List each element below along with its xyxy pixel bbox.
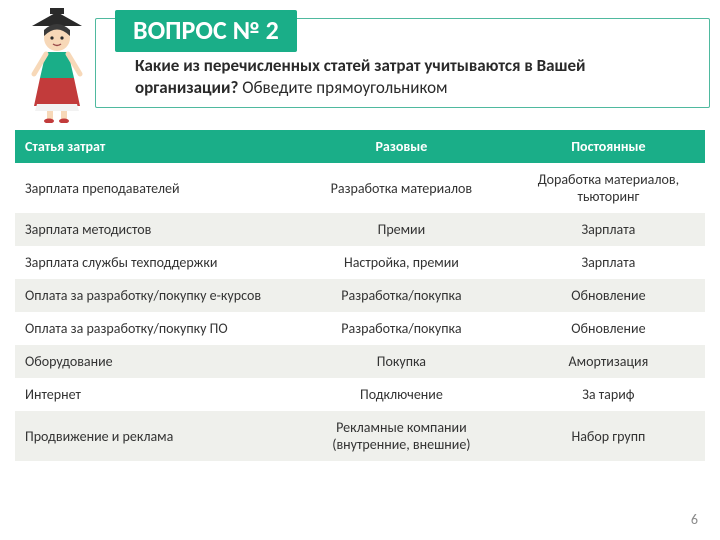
table-cell: Зарплата преподавателей — [15, 163, 291, 213]
table-cell: Подключение — [291, 378, 512, 411]
table-cell: За тариф — [512, 378, 705, 411]
table-row: Оплата за разработку/покупку ПОРазработк… — [15, 312, 705, 345]
table-cell: Зарплата методистов — [15, 213, 291, 246]
table-cell: Доработка материалов, тьюторинг — [512, 163, 705, 213]
col-header-onetime: Разовые — [291, 130, 512, 163]
table-cell: Зарплата службы техподдержки — [15, 246, 291, 279]
table-row: Зарплата методистовПремииЗарплата — [15, 213, 705, 246]
table-header-row: Статья затрат Разовые Постоянные — [15, 130, 705, 163]
table-cell: Разработка материалов — [291, 163, 512, 213]
page-number: 6 — [691, 511, 698, 528]
table-cell: Продвижение и реклама — [15, 411, 291, 461]
col-header-item: Статья затрат — [15, 130, 291, 163]
table-cell: Амортизация — [512, 345, 705, 378]
table-cell: Зарплата — [512, 213, 705, 246]
col-header-recurring: Постоянные — [512, 130, 705, 163]
table-cell: Настройка, премии — [291, 246, 512, 279]
table-row: Зарплата службы техподдержкиНастройка, п… — [15, 246, 705, 279]
subtitle-plain: Обведите прямоугольником — [238, 77, 447, 98]
table-cell: Разработка/покупка — [291, 312, 512, 345]
table-row: ОборудованиеПокупкаАмортизация — [15, 345, 705, 378]
table-cell: Набор групп — [512, 411, 705, 461]
table-cell: Оплата за разработку/покупку ПО — [15, 312, 291, 345]
table-cell: Разработка/покупка — [291, 279, 512, 312]
table-cell: Оплата за разработку/покупку е-курсов — [15, 279, 291, 312]
table-cell: Покупка — [291, 345, 512, 378]
question-subtitle: Какие из перечисленных статей затрат учи… — [135, 55, 690, 99]
table-cell: Премии — [291, 213, 512, 246]
table-cell: Обновление — [512, 279, 705, 312]
costs-table: Статья затрат Разовые Постоянные Зарплат… — [15, 130, 705, 461]
table-cell: Обновление — [512, 312, 705, 345]
table-row: Оплата за разработку/покупку е-курсовРаз… — [15, 279, 705, 312]
table-cell: Рекламные компании (внутренние, внешние) — [291, 411, 512, 461]
question-title: ВОПРОС № 2 — [115, 10, 297, 52]
table-cell: Интернет — [15, 378, 291, 411]
table-row: Продвижение и рекламаРекламные компании … — [15, 411, 705, 461]
table-row: ИнтернетПодключениеЗа тариф — [15, 378, 705, 411]
table-cell: Зарплата — [512, 246, 705, 279]
mascot-icon — [22, 8, 92, 123]
table-row: Зарплата преподавателейРазработка матери… — [15, 163, 705, 213]
table-cell: Оборудование — [15, 345, 291, 378]
